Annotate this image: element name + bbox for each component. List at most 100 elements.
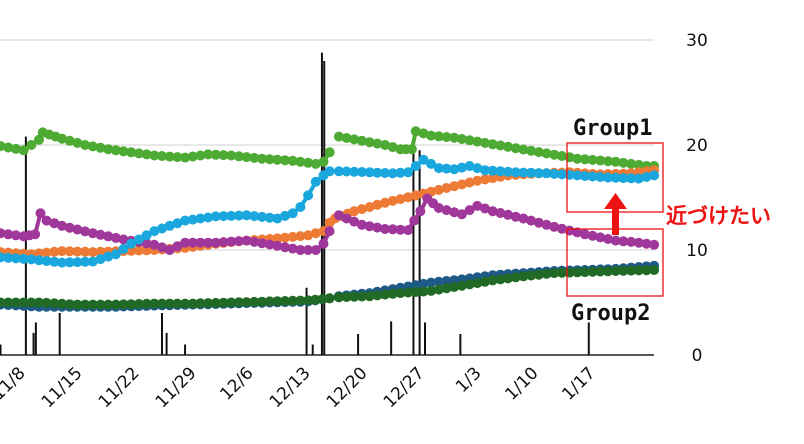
series-0-point (287, 155, 298, 166)
series-2-point (303, 245, 314, 255)
series-2-point (257, 238, 267, 249)
series-3-point (410, 161, 421, 171)
series-2-point (556, 223, 567, 234)
series-2-point (587, 230, 598, 241)
series-0-point (80, 140, 91, 150)
series-2 (0, 193, 660, 255)
series-5-point (257, 296, 267, 307)
series-0-point (610, 156, 621, 167)
series-3-point (495, 166, 506, 177)
series-2-point (64, 222, 75, 233)
series-0-point (241, 152, 252, 163)
series-0-point (172, 152, 183, 163)
series-2-point (35, 208, 46, 219)
series-5-point (380, 289, 390, 300)
series-0-point (257, 153, 267, 164)
series-5-point (410, 287, 421, 297)
series-2-point (110, 232, 121, 243)
series-2-point (364, 221, 375, 232)
series-0-point (406, 144, 417, 155)
series-0-point (280, 155, 290, 166)
series-2-point (233, 236, 244, 247)
series-3-point (272, 213, 283, 224)
y-tick-label: 10 (686, 241, 708, 261)
series-5-point (349, 291, 360, 302)
series-2-point (10, 230, 21, 241)
x-tick-label: 12/6 (216, 363, 257, 404)
series-3-point (518, 167, 529, 178)
series-1-point (303, 230, 314, 241)
series-0-point (541, 148, 552, 159)
series-3-point (10, 253, 21, 264)
series-5-point (18, 297, 29, 308)
series-0-point (426, 130, 437, 141)
series-0-point (126, 147, 137, 158)
series-2-point (310, 245, 321, 255)
series-3-point (257, 211, 267, 222)
series-1-point (349, 206, 360, 217)
y-tick-label: 0 (692, 346, 703, 366)
series-5-point (433, 284, 444, 295)
series-3-point (487, 165, 498, 176)
series-3-point (149, 226, 160, 237)
series-5-point (80, 299, 91, 310)
series-3-point (187, 214, 198, 225)
x-tick-label: 1/17 (558, 363, 599, 404)
series-0-point (110, 145, 121, 156)
series-5-point (533, 269, 544, 280)
series-2-point (103, 231, 114, 242)
series-0-point (418, 128, 429, 139)
series-0-point (533, 147, 544, 158)
series-5-point (518, 271, 529, 282)
series-5-point (641, 265, 652, 276)
series-1-point (49, 246, 60, 257)
series-0-point (164, 151, 175, 162)
series-0-point (526, 145, 537, 156)
series-5-point (41, 297, 52, 308)
series-3-point (633, 173, 644, 184)
series-3-point (510, 167, 521, 178)
x-tick-label: 11/8 (0, 363, 30, 404)
series-0-point (572, 153, 583, 164)
series-0-point (387, 142, 398, 153)
y-tick-label: 20 (686, 136, 708, 156)
series-5-point (426, 285, 437, 296)
series-3-point (349, 166, 360, 177)
series-3-point (464, 161, 475, 171)
series-0-point (349, 134, 360, 145)
callout-text: 近づけたい (666, 204, 771, 228)
series-2-point (180, 237, 191, 248)
series-3-point (649, 170, 660, 181)
series-2-point (415, 206, 426, 217)
series-0-point (356, 135, 367, 146)
series-1-point (64, 246, 75, 257)
series-3-point (57, 257, 67, 268)
series-2-point (318, 238, 329, 249)
series-0-point (380, 140, 390, 150)
series-1-point (487, 173, 498, 184)
series-0-point (210, 149, 221, 160)
series-3-point (87, 256, 98, 267)
series-0-point (249, 152, 260, 163)
series-2-point (433, 203, 444, 213)
series-5-point (264, 296, 275, 307)
series-2-point (356, 219, 367, 230)
series-0-point (10, 143, 21, 154)
series-3-point (333, 166, 344, 177)
series-3-point (310, 176, 321, 187)
series-5-point (187, 298, 198, 309)
series-2-point (324, 226, 335, 237)
series-5-point (233, 297, 244, 308)
series-0-point (34, 134, 44, 145)
series-2-point (641, 238, 652, 249)
series-5-point (526, 270, 537, 281)
series-5-point (395, 288, 406, 299)
series-2-point (241, 235, 252, 246)
series-0-point (341, 133, 352, 143)
series-5-point (95, 299, 106, 310)
series-5-point (57, 298, 67, 309)
series-5-point (249, 296, 260, 307)
series-3-point (241, 210, 252, 221)
series-3-point (549, 168, 560, 179)
series-0-point (103, 144, 114, 155)
